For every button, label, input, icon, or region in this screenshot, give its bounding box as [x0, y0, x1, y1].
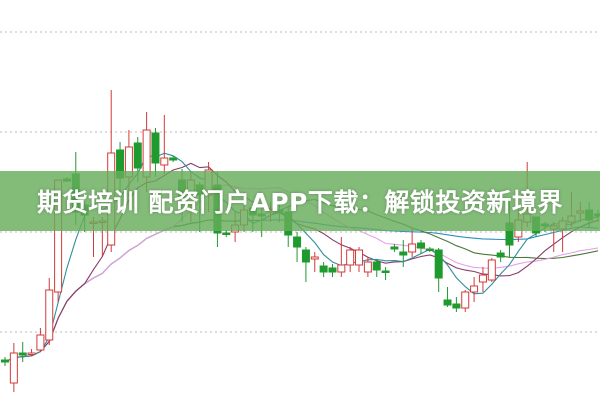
- candle-body: [9, 352, 18, 384]
- candle-body: [160, 157, 169, 166]
- banner-title: 期货培训 配资门户APP下载：解锁投资新境界: [37, 188, 563, 217]
- candle-body: [301, 249, 310, 263]
- candle-body: [416, 242, 425, 249]
- candle-body: [310, 256, 319, 260]
- candle-body: [390, 246, 399, 250]
- candle-body: [487, 259, 496, 281]
- candle-body: [478, 274, 487, 283]
- candle-body: [293, 236, 302, 248]
- candle-body: [496, 252, 505, 258]
- candle-body: [381, 270, 390, 273]
- candle-body: [461, 291, 470, 309]
- title-banner: 期货培训 配资门户APP下载：解锁投资新境界: [0, 171, 600, 231]
- candle-body: [36, 334, 45, 351]
- candle-body: [434, 249, 443, 279]
- candle-body: [45, 289, 54, 341]
- candle-body: [408, 243, 417, 253]
- candle-body: [363, 261, 372, 273]
- candle-body: [355, 249, 364, 266]
- candle-body: [133, 142, 142, 169]
- candle-body: [142, 129, 151, 178]
- candle-body: [328, 267, 337, 273]
- candle-body: [1, 359, 9, 363]
- candle-body: [470, 285, 479, 293]
- candle-body: [18, 352, 27, 356]
- candle-body: [372, 261, 381, 271]
- candle-body: [222, 232, 231, 235]
- candle-body: [452, 303, 461, 309]
- candle-body: [27, 352, 36, 355]
- candle-body: [425, 248, 434, 251]
- candle-body: [151, 132, 160, 164]
- candle-body: [346, 249, 355, 266]
- candle-body: [169, 157, 178, 161]
- candle-body: [337, 264, 346, 273]
- candle-body: [443, 299, 452, 306]
- candle-body: [399, 251, 408, 256]
- candle-body: [319, 265, 328, 273]
